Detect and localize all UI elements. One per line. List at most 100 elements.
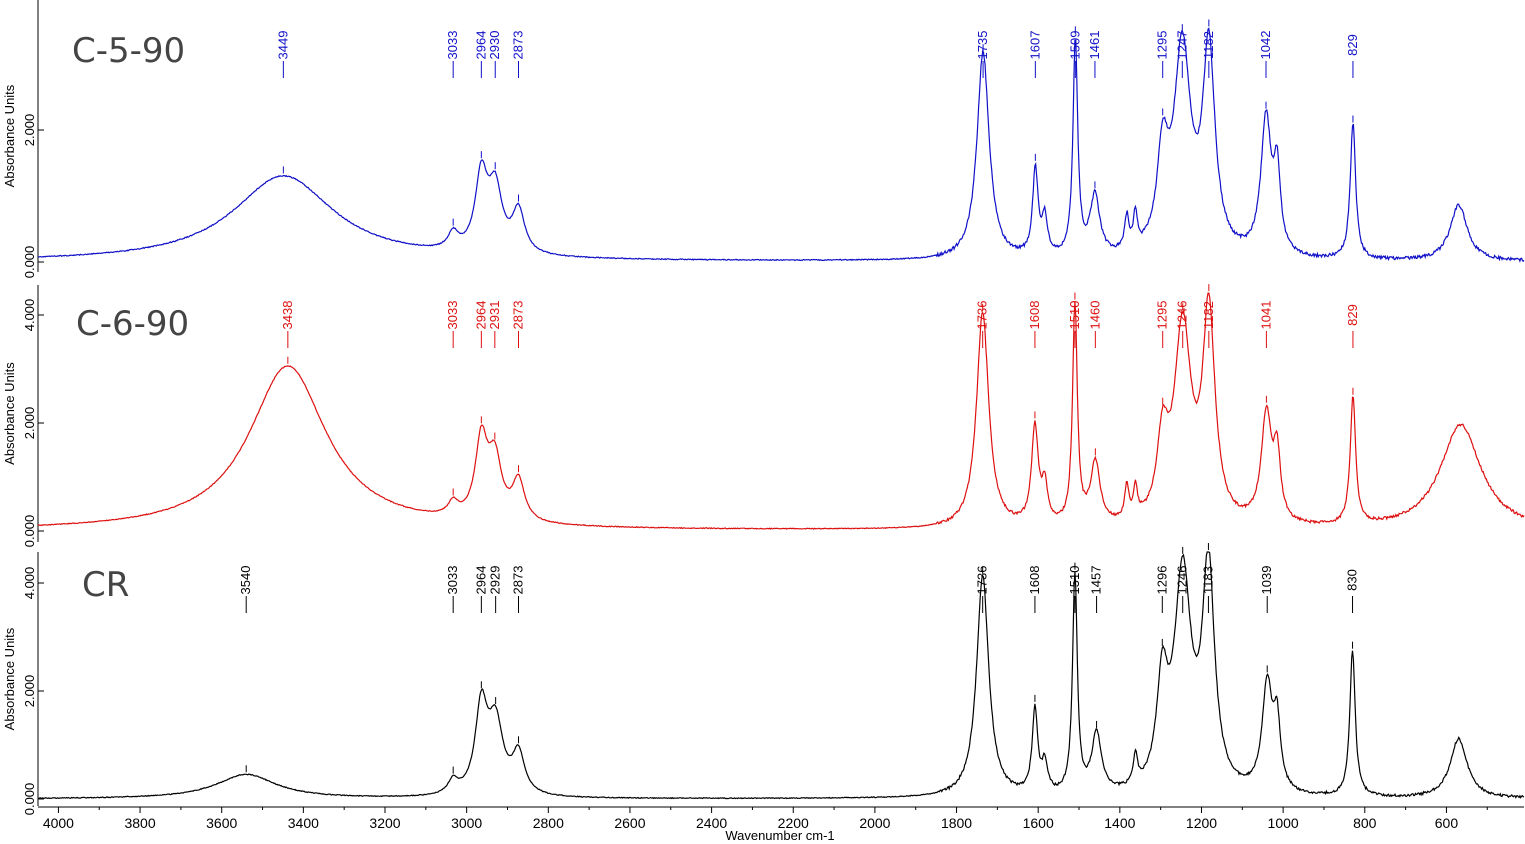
peak-wavenumber: 2873 [511,301,526,330]
peak-label: 1295 [1155,31,1170,116]
spectrum-panel-0: 0.000 2.000 Absorbance Units C-5-90 3449 3033… [2,0,1525,279]
peak-wavenumber: 1510 [1067,301,1082,330]
y-tick-label: 0.000 [22,515,37,548]
spectrum-line [37,551,1525,800]
x-tick-label: 1000 [1268,815,1299,831]
peak-label: 2931 [487,301,502,440]
peak-wavenumber: 2930 [487,31,502,60]
peak-wavenumber: 1295 [1155,31,1170,60]
peak-wavenumber: 1510 [1067,566,1082,595]
peak-wavenumber: 2964 [473,31,488,60]
panel-name: C-5-90 [72,31,185,71]
peak-wavenumber: 1182 [1201,301,1216,329]
peak-label: 2929 [488,566,503,705]
x-tick-label: 3400 [288,815,319,831]
peak-label: 3438 [280,301,295,364]
peak-wavenumber: 1246 [1175,301,1190,330]
peak-label: 3033 [445,566,460,774]
spectrum-panels: 0.000 2.000 Absorbance Units C-5-90 3449 3033… [2,0,1525,816]
peak-wavenumber: 2929 [488,566,503,595]
x-tick-label: 3000 [451,815,482,831]
peak-label: 1460 [1087,301,1102,456]
spectrum-panel-2: 0.000 2.000 4.000 Absorbance Units CR 3540 303… [2,543,1525,816]
x-tick-label: 2800 [533,815,564,831]
spectrum-line [37,27,1525,263]
x-tick-label: 1600 [1023,815,1054,831]
x-tick-label: 800 [1353,815,1377,831]
peak-label: 1247 [1174,24,1189,78]
peak-label: 1736 [975,566,990,613]
x-tick-label: 2600 [614,815,645,831]
peak-label: 1608 [1027,566,1042,702]
y-tick-label: 4.000 [22,567,37,600]
x-axis: 4000 3800 3600 3400 3200 3000 2800 2600 2400 2200… [38,806,1524,831]
spectrum-line [37,292,1525,530]
peak-wavenumber: 1039 [1259,566,1274,595]
peak-label: 1296 [1154,566,1169,646]
x-tick-label: 1400 [1104,815,1135,831]
peak-wavenumber: 2964 [473,566,488,595]
y-tick-label: 4.000 [22,299,37,332]
peak-wavenumber: 2931 [487,301,502,330]
peak-wavenumber: 2873 [511,31,526,60]
peak-wavenumber: 1736 [975,566,990,595]
x-tick-label: 3800 [124,815,155,831]
peak-label: 1182 [1201,284,1216,348]
peak-wavenumber: 1608 [1027,301,1042,330]
y-tick-label: 2.000 [22,114,37,147]
x-tick-label: 1200 [1186,815,1217,831]
peak-label: 1182 [1201,19,1216,78]
peak-label: 1461 [1087,31,1102,189]
peak-label: 1041 [1258,301,1273,403]
y-axis-label: Absorbance Units [2,627,17,730]
peak-label: 1042 [1258,31,1273,109]
peak-label: 1736 [975,301,990,348]
panel-name: C-6-90 [76,304,189,344]
peak-label: 1735 [975,31,990,78]
peak-label: 830 [1345,569,1360,649]
peak-wavenumber: 1608 [1027,566,1042,595]
peak-wavenumber: 829 [1345,34,1360,56]
peak-label: 2873 [511,566,526,744]
peak-label: 1295 [1155,301,1170,405]
x-tick-label: 1800 [941,815,972,831]
peak-wavenumber: 1460 [1087,301,1102,330]
peak-wavenumber: 829 [1345,304,1360,326]
peak-wavenumber: 830 [1345,569,1360,591]
peak-wavenumber: 1509 [1067,31,1082,60]
peak-label: 2964 [473,31,488,159]
peak-wavenumber: 1246 [1175,566,1190,595]
y-axis-label: Absorbance Units [2,84,17,187]
peak-label: 2964 [473,566,488,689]
peak-label: 1039 [1259,566,1274,673]
peak-wavenumber: 1461 [1087,31,1102,60]
peak-wavenumber: 1041 [1258,301,1273,330]
x-tick-label: 2000 [859,815,890,831]
peak-label: 1246 [1175,301,1190,348]
peak-label: 1183 [1200,543,1215,613]
x-tick-label: 2200 [778,815,809,831]
peak-label: 3449 [275,31,290,174]
x-tick-label: 4000 [43,815,74,831]
y-tick-label: 0.000 [22,783,37,816]
peak-wavenumber: 1296 [1154,566,1169,595]
peak-label: 829 [1345,304,1360,395]
peak-label: 1509 [1067,26,1082,78]
peak-label: 3033 [445,301,460,496]
peak-label: 1608 [1027,301,1042,419]
peak-label: 3033 [445,31,460,226]
peak-label: 2964 [473,301,488,424]
peak-wavenumber: 3033 [445,301,460,330]
peak-wavenumber: 1247 [1174,31,1189,60]
y-tick-label: 0.000 [22,246,37,279]
peak-wavenumber: 1607 [1027,31,1042,60]
peak-label: 2930 [487,31,502,170]
peak-wavenumber: 1457 [1089,566,1104,595]
peak-wavenumber: 1183 [1200,566,1215,594]
peak-wavenumber: 3540 [238,566,253,595]
peak-wavenumber: 3449 [275,31,290,60]
panel-name: CR [82,565,129,605]
peak-label: 1457 [1089,566,1104,728]
peak-label: 2873 [511,31,526,202]
